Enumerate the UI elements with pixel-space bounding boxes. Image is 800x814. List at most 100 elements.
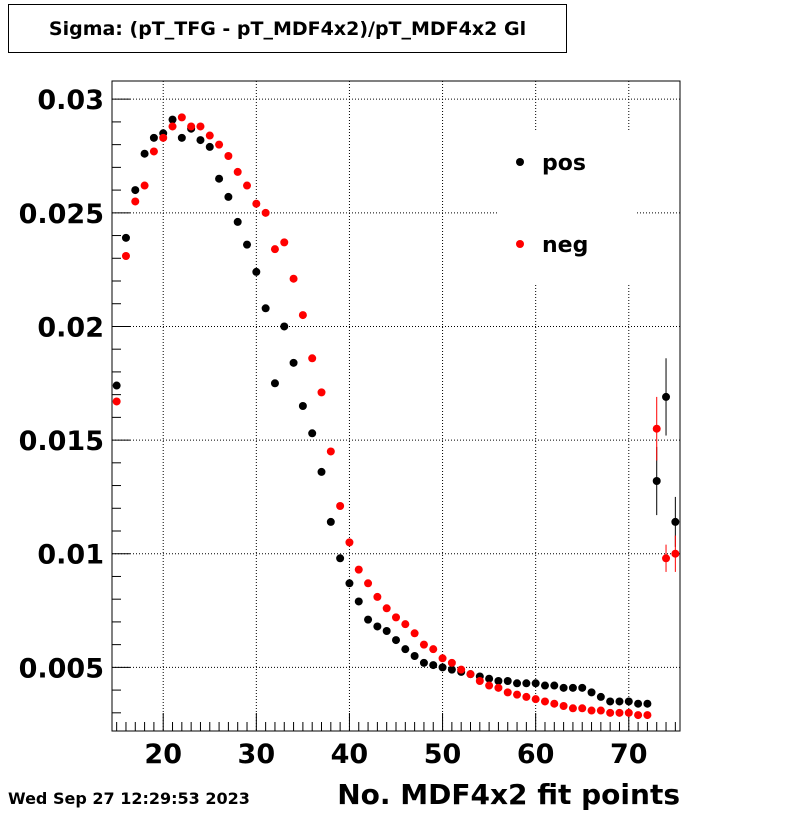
- data-point-neg: [205, 131, 214, 140]
- data-point-neg: [373, 592, 382, 601]
- data-point-neg: [643, 711, 652, 720]
- data-point-pos: [252, 267, 261, 276]
- data-point-pos: [289, 358, 298, 367]
- data-point-neg: [149, 147, 158, 156]
- data-point-pos: [308, 429, 317, 438]
- legend-marker-pos: [516, 158, 524, 166]
- data-points: [112, 113, 680, 720]
- data-point-neg: [624, 708, 633, 717]
- data-point-neg: [270, 245, 279, 254]
- chart-title-box: Sigma: (pT_TFG - pT_MDF4x2)/pT_MDF4x2 Gl: [8, 4, 567, 53]
- data-point-pos: [336, 554, 345, 563]
- data-point-neg: [401, 620, 410, 629]
- data-point-neg: [354, 565, 363, 574]
- data-point-pos: [531, 679, 540, 688]
- data-point-pos: [671, 517, 680, 526]
- data-point-pos: [634, 699, 643, 708]
- data-point-pos: [345, 579, 354, 588]
- x-tick-label: 60: [517, 739, 555, 770]
- data-point-pos: [438, 663, 447, 672]
- data-point-neg: [540, 697, 549, 706]
- data-point-pos: [540, 681, 549, 690]
- legend: pos neg: [516, 151, 588, 258]
- data-point-pos: [513, 679, 522, 688]
- data-point-neg: [382, 604, 391, 613]
- data-point-pos: [559, 683, 568, 692]
- data-point-neg: [233, 167, 242, 176]
- data-point-pos: [112, 381, 121, 390]
- data-point-pos: [568, 683, 577, 692]
- data-point-pos: [392, 636, 400, 645]
- data-point-pos: [298, 402, 307, 410]
- x-axis-label: No. MDF4x2 fit points: [337, 778, 680, 811]
- data-point-pos: [522, 679, 531, 688]
- data-point-pos: [429, 661, 438, 670]
- legend-box: [497, 130, 637, 285]
- data-point-neg: [308, 354, 317, 363]
- data-point-neg: [503, 688, 512, 697]
- legend-marker-neg: [516, 240, 524, 248]
- data-point-neg: [280, 238, 289, 247]
- data-point-neg: [522, 692, 531, 701]
- data-point-neg: [392, 613, 400, 622]
- data-point-pos: [205, 142, 214, 151]
- data-point-neg: [419, 640, 428, 649]
- data-point-neg: [289, 274, 298, 283]
- data-point-neg: [410, 629, 419, 638]
- data-point-pos: [503, 677, 512, 685]
- data-point-pos: [280, 322, 289, 331]
- tick-labels: 20 30 40 50 60 70 0.005 0.01 0.015 0.02 0.025 0.03: [19, 85, 648, 770]
- legend-label-neg: neg: [542, 233, 588, 258]
- data-point-neg: [187, 122, 196, 131]
- data-point-pos: [578, 683, 587, 692]
- data-point-neg: [336, 502, 345, 510]
- data-point-pos: [354, 597, 363, 606]
- data-point-neg: [671, 549, 680, 558]
- data-point-neg: [159, 133, 168, 142]
- data-point-neg: [550, 699, 559, 708]
- y-tick-label: 0.015: [19, 426, 104, 457]
- data-point-pos: [140, 149, 149, 158]
- data-point-neg: [634, 711, 643, 720]
- data-point-neg: [131, 197, 140, 206]
- data-point-neg: [364, 579, 373, 588]
- data-point-neg: [606, 708, 615, 717]
- y-tick-label: 0.03: [37, 85, 104, 116]
- data-point-pos: [419, 658, 428, 667]
- data-point-pos: [382, 627, 391, 635]
- data-point-pos: [317, 467, 326, 476]
- data-point-neg: [196, 122, 205, 131]
- data-point-pos: [652, 477, 661, 485]
- data-point-pos: [224, 192, 233, 201]
- x-tick-label: 30: [238, 739, 276, 770]
- data-point-neg: [168, 122, 177, 131]
- data-point-neg: [531, 695, 540, 704]
- data-point-neg: [317, 388, 326, 397]
- data-point-neg: [513, 690, 522, 699]
- data-point-pos: [606, 697, 615, 706]
- data-point-neg: [447, 658, 456, 667]
- y-tick-label: 0.025: [19, 199, 104, 230]
- data-point-neg: [559, 702, 568, 710]
- data-point-pos: [196, 136, 205, 145]
- data-point-pos: [485, 674, 494, 683]
- data-point-pos: [215, 174, 224, 183]
- data-point-neg: [261, 208, 270, 217]
- data-point-neg: [224, 152, 233, 160]
- data-point-pos: [410, 652, 419, 660]
- data-point-neg: [215, 140, 224, 149]
- data-point-neg: [140, 181, 149, 190]
- data-point-neg: [662, 554, 671, 563]
- data-point-pos: [643, 699, 652, 708]
- data-point-pos: [168, 115, 177, 124]
- data-point-neg: [457, 665, 466, 674]
- data-point-neg: [345, 538, 354, 547]
- data-point-pos: [662, 392, 671, 401]
- data-point-neg: [429, 645, 438, 654]
- data-point-pos: [587, 688, 596, 697]
- data-point-neg: [466, 670, 475, 679]
- data-point-neg: [326, 447, 335, 456]
- x-tick-label: 20: [144, 739, 182, 770]
- error-bars: [656, 358, 676, 572]
